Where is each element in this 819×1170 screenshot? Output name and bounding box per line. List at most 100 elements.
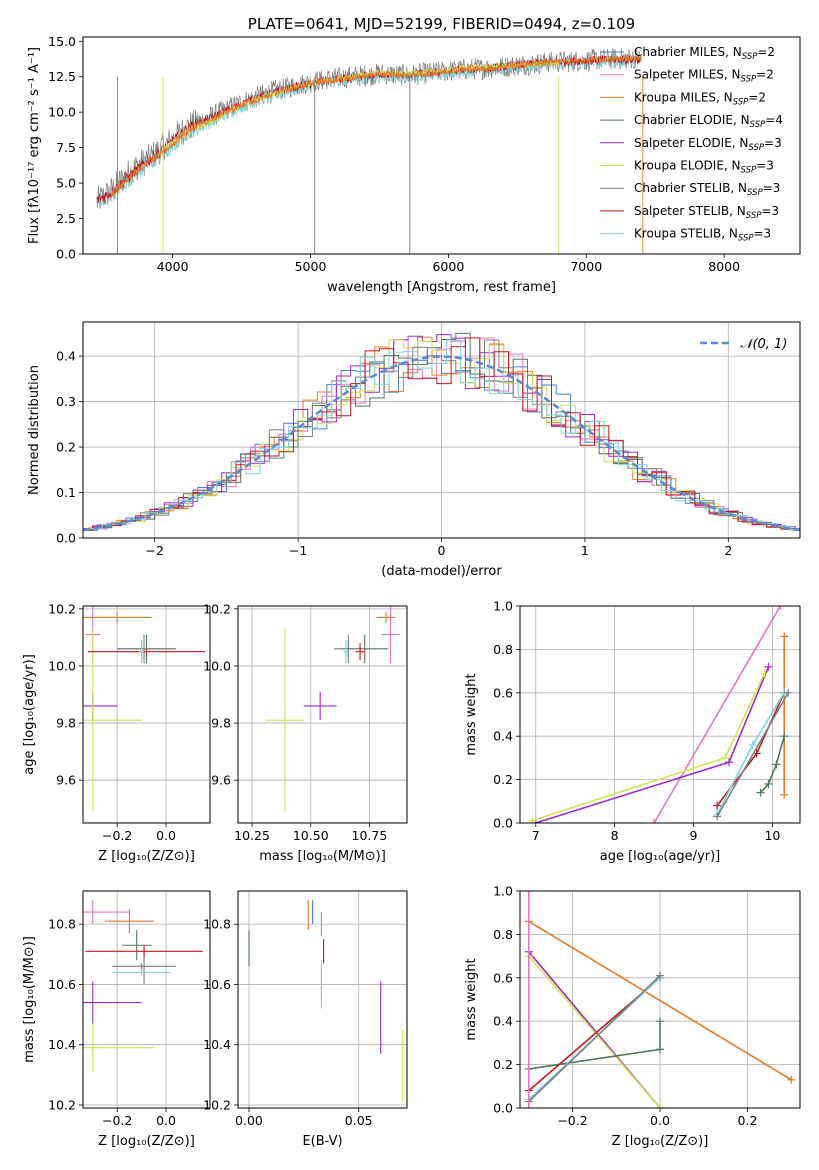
weight_vs_age-xtick-label: 7: [532, 828, 540, 843]
weight_vs_age-ytick-label: 0.8: [493, 642, 513, 657]
residuals-xlabel: (data-model)/error: [381, 564, 502, 579]
residuals-ytick-label: 0.3: [56, 394, 76, 409]
mass_vs_ebv-frame: [237, 890, 408, 1109]
spectrum-marks: [96, 48, 644, 254]
weight-marker: [656, 971, 664, 980]
mass_vs_Z-ylabel: mass [log₁₀(M/M⊙)]: [22, 936, 37, 1063]
weight-marker: [524, 1104, 533, 1108]
residuals-marks: [83, 332, 800, 532]
residuals-xtick-label: −1: [289, 543, 307, 558]
weight-marker: [721, 753, 730, 762]
spectrum-xtick-label: 4000: [157, 259, 189, 274]
residuals-ytick-label: 0.0: [56, 531, 76, 546]
mass_vs_Z-axes: −0.2 0.0 10.2 10.4 10.6 10.8 Z [log₁₀(Z/Z⊙)] ma…: [22, 890, 211, 1149]
normal-curve: [83, 355, 800, 532]
residuals-xtick-label: 2: [724, 543, 732, 558]
age_vs_Z-ylabel: age [log₁₀(age/yr)]: [22, 654, 37, 775]
mass_vs_Z-xtick-label: 0.0: [156, 1113, 176, 1128]
legend-label-text: Salpeter ELODIE, N: [634, 136, 748, 150]
weight-marker: [780, 790, 789, 799]
legend-label-sub: SSP: [733, 97, 749, 107]
legend-label: Chabrier STELIB, NSSP=3: [634, 181, 780, 198]
legend-label-text: Chabrier MILES, N: [634, 45, 742, 59]
weight_vs_Z-xlabel: Z [log₁₀(Z/Z⊙)]: [612, 1134, 709, 1149]
weight-marker: [784, 688, 793, 697]
weight_vs_age-ytick-label: 1.0: [493, 599, 513, 614]
weight-marker: [713, 801, 722, 810]
weight_vs_Z-marks: [524, 891, 796, 1108]
residuals-ylabel: Normed distribution: [27, 365, 42, 495]
mass_vs_ebv-xlabel: E(B-V): [302, 1134, 342, 1149]
weight_vs_age-xlabel: age [log₁₀(age/yr)]: [600, 849, 721, 864]
spectrum-ytick-label: 5.0: [56, 176, 76, 191]
spectrum-ytick-label: 2.5: [56, 211, 76, 226]
age_vs_Z-xtick-label: −0.2: [102, 828, 132, 843]
weight_vs_Z-ytick-label: 0.2: [493, 1057, 513, 1072]
residuals-ytick-label: 0.4: [56, 349, 76, 364]
weight_vs_Z-axes: −0.2 0.0 0.2 0.0 0.2 0.4 0.6 0.8 1.0 Z [log₁₀(Z/Z…: [464, 884, 801, 1149]
age_vs_Z-xtick-label: 0.0: [156, 828, 176, 843]
legend-label: Kroupa MILES, NSSP=2: [634, 90, 766, 107]
mass_vs_ebv-plot-area: [238, 891, 407, 1108]
weight_vs_age-xtick-label: 10: [764, 828, 780, 843]
residuals-xtick-label: 1: [581, 543, 589, 558]
spectrum-ytick-label: 10.0: [48, 105, 76, 120]
weight-marker: [780, 732, 789, 741]
weight_vs_age-marks: [527, 606, 793, 823]
mass_vs_Z-ytick-label: 10.8: [48, 917, 76, 932]
mass_vs_Z-xlabel: Z [log₁₀(Z/Z⊙)]: [98, 1134, 195, 1149]
legend-label-tail: =3: [763, 181, 781, 195]
residuals-xtick-label: 0: [438, 543, 446, 558]
legend-label-text: Chabrier STELIB, N: [634, 181, 747, 195]
legend-label: Kroupa STELIB, NSSP=3: [634, 227, 771, 244]
age_vs_mass-ytick-label: 9.8: [211, 716, 231, 731]
legend-label-text: Kroupa STELIB, N: [634, 227, 738, 241]
weight_vs_age-ytick-label: 0.4: [493, 729, 513, 744]
spectrum-ytick-label: 7.5: [56, 140, 76, 155]
age_vs_Z-ytick-label: 9.8: [56, 716, 76, 731]
weight-marker: [780, 632, 789, 641]
spectrum-series-line: [96, 55, 642, 209]
mass_vs_ebv-marks: [248, 900, 404, 1102]
weight-marker: [650, 819, 659, 823]
spectrum-series-line: [110, 54, 642, 199]
mass_vs_Z-ytick-label: 10.6: [48, 977, 76, 992]
age_vs_mass-ytick-label: 10.0: [203, 658, 231, 673]
weight_vs_age-ylabel: mass weight: [464, 673, 479, 755]
weight-marker: [656, 1104, 664, 1108]
weight-line: [528, 975, 661, 1103]
weight_vs_Z-ytick-label: 0.8: [493, 927, 513, 942]
legend-label: Kroupa ELODIE, NSSP=3: [634, 159, 774, 176]
legend-label-sub: SSP: [746, 211, 762, 221]
residual-histogram: [83, 339, 800, 531]
mass_vs_Z-marks: [83, 900, 203, 1072]
legend-label-sub: SSP: [750, 120, 766, 130]
mass_vs_Z-ytick-label: 10.2: [48, 1097, 76, 1112]
age_vs_mass-xtick-label: 10.75: [352, 828, 388, 843]
residuals-frame: [82, 321, 801, 539]
weight-line: [653, 606, 781, 823]
weight_vs_Z-ytick-label: 1.0: [493, 884, 513, 899]
weight_vs_age-ytick-label: 0.0: [493, 816, 513, 831]
legend-label-sub: SSP: [748, 143, 764, 153]
weight_vs_Z-xtick-label: 0.0: [650, 1113, 670, 1128]
spectrum-xtick-label: 8000: [708, 259, 740, 274]
mass_vs_ebv-ytick-label: 10.8: [203, 917, 231, 932]
mass_vs_ebv-ytick-label: 10.6: [203, 977, 231, 992]
weight-marker: [760, 669, 769, 678]
weight_vs_Z-ytick-label: 0.6: [493, 970, 513, 985]
spectrum-xlabel: wavelength [Angstrom, rest frame]: [327, 280, 556, 295]
legend-label: Salpeter STELIB, NSSP=3: [634, 204, 779, 221]
age_vs_Z-ytick-label: 9.6: [56, 773, 76, 788]
age_vs_Z-marks: [83, 606, 206, 812]
weight_vs_age-xtick-label: 9: [690, 828, 698, 843]
mass_vs_Z-plot-area: [83, 891, 210, 1108]
weight-marker: [713, 812, 722, 821]
legend-label-text: Salpeter STELIB, N: [634, 204, 746, 218]
weight_vs_age-ytick-label: 0.2: [493, 772, 513, 787]
legend-label-tail: =2: [757, 45, 775, 59]
weight-line: [716, 692, 789, 817]
age_vs_Z-ytick-label: 10.0: [48, 658, 76, 673]
weight_vs_age-plot-area: [520, 606, 800, 823]
mass_vs_ebv-ytick-label: 10.2: [203, 1097, 231, 1112]
